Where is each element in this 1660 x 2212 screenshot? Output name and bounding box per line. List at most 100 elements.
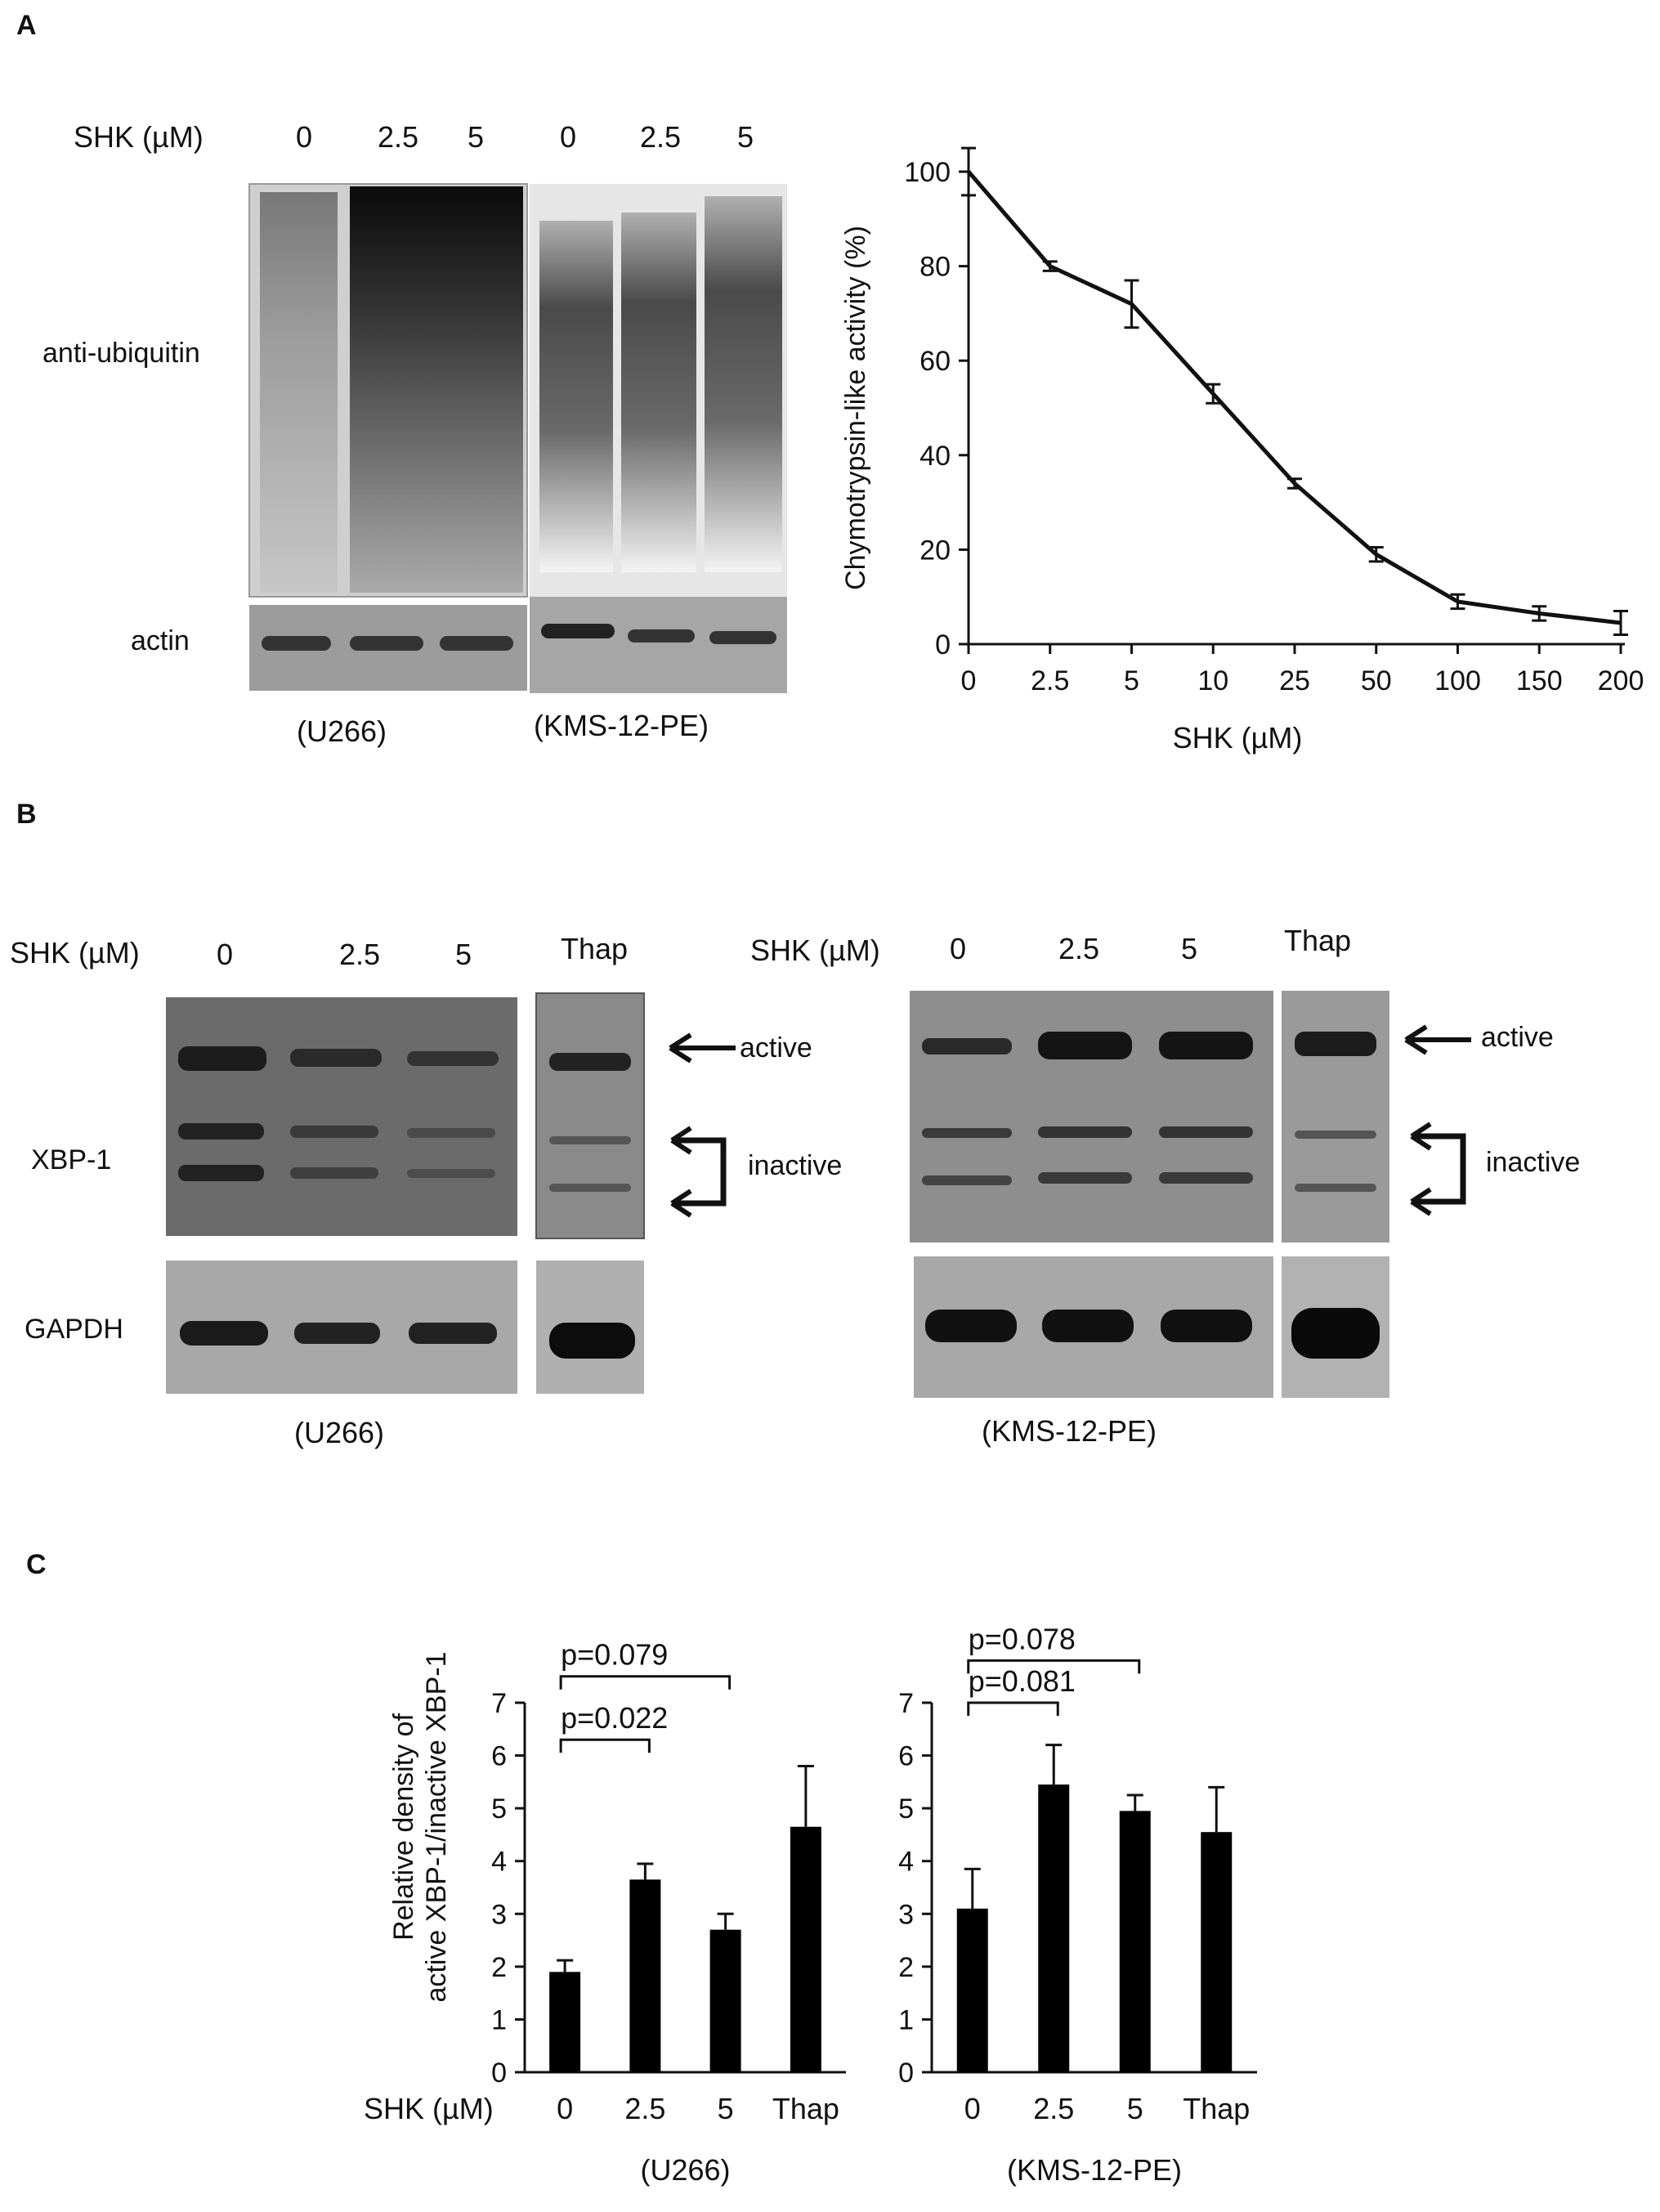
y-tick-label: 5 [491, 1793, 507, 1825]
series-line [967, 170, 1622, 625]
panel-b-letter: B [16, 799, 37, 830]
lane-label: 0 [296, 120, 312, 154]
gel-image-kms-thap-gapdh [1282, 1256, 1389, 1398]
xbp1-ratio-chart-u266: 0 1 2 3 4 5 6 7 0 2.5 5 Thap p=0.079 p=0.022 (U266) [491, 1638, 846, 2187]
gel-image-u266-thap-xbp1 [535, 992, 645, 1239]
x-tick-label: 25 [1279, 665, 1310, 696]
xbp1-ratio-chart-kms: 0 1 2 3 4 5 6 7 0 2.5 5 Thap p=0.078 p=0.081 (KMS-12-P… [898, 1622, 1257, 2187]
arrow-active-icon [669, 1032, 736, 1063]
row-label-ubiquitin: anti-ubiquitin [43, 338, 200, 369]
y-tick-label: 0 [898, 2058, 914, 2089]
gel-image-kms-thap-xbp1 [1282, 991, 1389, 1243]
y-tick-label: 2 [898, 1952, 914, 1983]
x-tick-label: 5 [1124, 665, 1139, 696]
y-tick-label: 6 [491, 1741, 507, 1772]
significance-bracket [967, 1701, 1059, 1716]
x-tick-label: 5 [718, 2092, 734, 2125]
x-tick-label: 200 [1598, 665, 1644, 696]
chymotrypsin-activity-chart: 0 20 40 60 80 100 0 2.5 5 10 25 50 100 150 200 SHK (µM)… [840, 146, 1644, 754]
lane-label: 5 [737, 120, 754, 154]
cell-line-label: (KMS-12-PE) [982, 1414, 1157, 1448]
gel-image-kms-xbp1 [910, 991, 1273, 1243]
x-tick-label: 2.5 [1031, 665, 1069, 696]
y-axis-label-line1: Relative density of [388, 1713, 419, 1941]
x-tick-label: Thap [1183, 2092, 1250, 2125]
x-tick-label: 2.5 [624, 2092, 665, 2125]
gel-image-u266-gapdh [166, 1260, 517, 1394]
row-label-actin: actin [131, 625, 190, 656]
band-label-active: active [1481, 1022, 1554, 1053]
y-tick-label: 40 [919, 441, 951, 472]
x-tick-label: 0 [557, 2092, 573, 2125]
blot-image-u266-actin [249, 605, 527, 691]
lane-label: 2.5 [378, 120, 418, 154]
row-label-xbp1: XBP-1 [31, 1144, 111, 1175]
y-tick-label: 100 [904, 157, 951, 188]
y-tick-label: 2 [491, 1952, 507, 1983]
lane-label: 5 [468, 120, 484, 154]
lane-label: 5 [455, 938, 472, 971]
panel-a-letter: A [16, 10, 37, 41]
lane-label: 2.5 [1058, 932, 1099, 965]
y-tick-label: 3 [491, 1899, 507, 1930]
y-tick-label: 6 [898, 1741, 914, 1772]
lane-label: 0 [950, 932, 966, 965]
panel-b-right: SHK (µM) 0 2.5 5 Thap [750, 924, 1580, 1448]
cell-line-label: (U266) [294, 1416, 384, 1449]
panel-c-letter: C [26, 1549, 47, 1580]
p-value-label: p=0.081 [969, 1664, 1076, 1698]
x-tick-label: 0 [964, 2092, 981, 2125]
x-tick-label: Thap [772, 2092, 839, 2125]
y-tick-label: 3 [898, 1899, 914, 1930]
x-axis-label: SHK (µM) [1173, 721, 1303, 754]
y-tick-label: 20 [919, 535, 951, 566]
x-tick-label: 50 [1361, 665, 1392, 696]
y-tick-label: 7 [491, 1688, 507, 1719]
x-tick-label: 150 [1516, 665, 1563, 696]
bar [1201, 1832, 1233, 2072]
lane-label: 0 [217, 938, 233, 971]
gel-image-u266-xbp1 [166, 997, 517, 1236]
significance-bracket [967, 1659, 1141, 1674]
bar [549, 1972, 581, 2072]
panel-b-left: SHK (µM) 0 2.5 5 Thap XBP-1 GAPDH [10, 932, 842, 1449]
x-tick-label: 100 [1434, 665, 1481, 696]
lane-label-thap: Thap [561, 932, 628, 965]
gel-image-u266-thap-gapdh [536, 1260, 644, 1394]
bar [790, 1826, 821, 2072]
bracket-inactive-icon [1410, 1122, 1466, 1216]
blot-image-kms-actin [530, 597, 787, 693]
lane-label: 2.5 [640, 120, 681, 154]
bar [629, 1879, 661, 2072]
p-value-label: p=0.079 [561, 1638, 668, 1672]
bar [1119, 1811, 1151, 2072]
blot-image-u266-ubiquitin [248, 183, 528, 598]
x-tick-label: 0 [961, 665, 977, 696]
shk-label: SHK (µM) [364, 2092, 494, 2125]
x-tick-label: 10 [1197, 665, 1228, 696]
y-tick-label: 4 [491, 1847, 507, 1878]
lane-label: 2.5 [339, 938, 380, 971]
lane-label: 0 [560, 120, 576, 154]
y-tick-label: 0 [491, 2058, 507, 2089]
lane-label-thap: Thap [1284, 924, 1351, 957]
gel-image-kms-gapdh [914, 1256, 1273, 1398]
blot-image-kms-ubiquitin [530, 184, 787, 597]
band-label-inactive: inactive [1486, 1147, 1580, 1178]
bar [956, 1908, 988, 2072]
panel-a-blot: SHK (µM) 0 2.5 5 0 2.5 5 anti-ubiquitin … [43, 120, 787, 748]
y-axis-label-line2: active XBP-1/inactive XBP-1 [421, 1652, 452, 2003]
y-tick-label: 1 [898, 2004, 914, 2035]
bar [709, 1929, 741, 2072]
band-label-active: active [740, 1032, 812, 1063]
y-tick-label: 4 [898, 1847, 914, 1878]
group-label: (U266) [640, 2153, 730, 2187]
y-tick-label: 0 [935, 629, 951, 660]
p-value-label: p=0.078 [969, 1622, 1076, 1655]
y-axis-label: Chymotrypsin-like activity (%) [840, 226, 871, 590]
significance-bracket [559, 1738, 651, 1753]
y-tick-label: 80 [919, 252, 951, 283]
cell-line-label: (KMS-12-PE) [534, 709, 709, 742]
shk-label: SHK (µM) [750, 934, 880, 967]
y-tick-label: 60 [919, 346, 951, 377]
